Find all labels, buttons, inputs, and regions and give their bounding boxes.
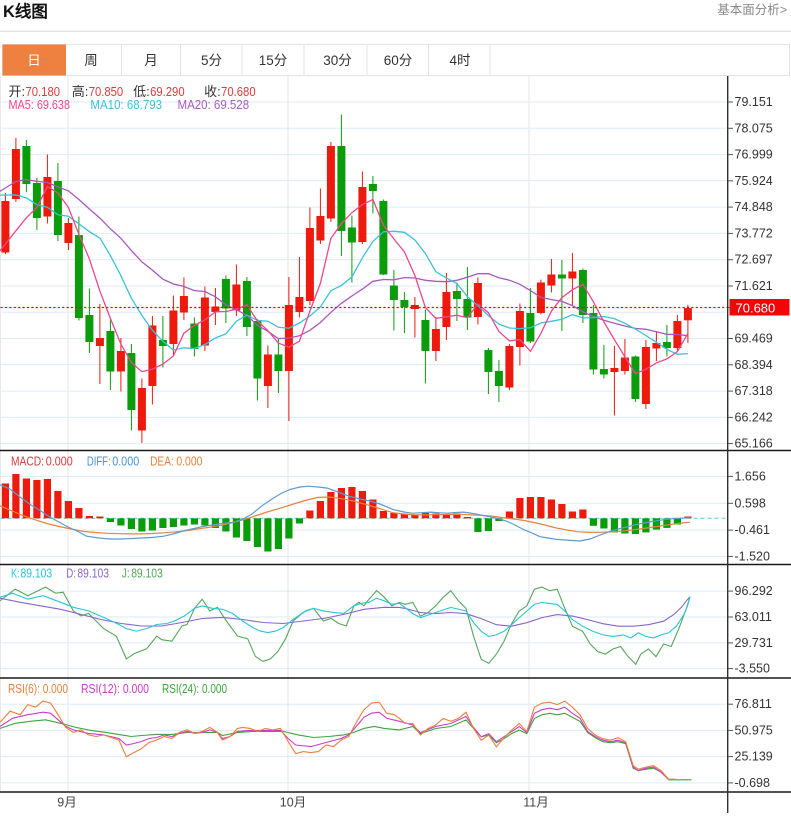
svg-text:-3.550: -3.550: [735, 662, 770, 676]
svg-text:74.848: 74.848: [735, 200, 773, 214]
svg-text:72.697: 72.697: [735, 253, 773, 267]
svg-text:67.318: 67.318: [735, 384, 773, 398]
svg-text:K:: K:: [11, 567, 20, 581]
svg-text:-0.698: -0.698: [735, 776, 770, 790]
svg-text:50.975: 50.975: [735, 723, 773, 737]
svg-text:0.598: 0.598: [735, 496, 766, 510]
svg-text:收:: 收:: [204, 84, 221, 99]
svg-text:89.103: 89.103: [21, 567, 53, 581]
svg-text:MA20: 69.528: MA20: 69.528: [178, 97, 250, 112]
svg-text:开:: 开:: [9, 84, 26, 99]
svg-text:高:: 高:: [72, 84, 89, 99]
svg-text:75.924: 75.924: [735, 174, 773, 188]
svg-text:0.000: 0.000: [176, 455, 202, 469]
svg-text:66.242: 66.242: [735, 410, 773, 424]
svg-text:68.394: 68.394: [735, 358, 773, 372]
svg-text:96.292: 96.292: [735, 584, 773, 598]
svg-text:70.680: 70.680: [221, 84, 256, 99]
svg-text:D:: D:: [66, 567, 76, 581]
svg-text:0.000: 0.000: [112, 455, 139, 469]
svg-text:K线图: K线图: [3, 1, 48, 21]
svg-text:周: 周: [84, 53, 98, 68]
svg-text:30分: 30分: [323, 53, 352, 68]
svg-text:基本面分析>: 基本面分析>: [717, 3, 787, 17]
svg-text:71.621: 71.621: [735, 279, 773, 293]
svg-text:MACD:: MACD:: [11, 455, 44, 469]
svg-text:RSI(24): 0.000: RSI(24): 0.000: [162, 682, 227, 696]
svg-text:RSI(6): 0.000: RSI(6): 0.000: [8, 682, 68, 696]
svg-text:70.850: 70.850: [89, 84, 124, 99]
svg-text:MA5: 69.638: MA5: 69.638: [9, 97, 71, 112]
svg-text:69.290: 69.290: [150, 84, 185, 99]
svg-text:79.151: 79.151: [735, 95, 773, 109]
svg-text:DEA:: DEA:: [150, 455, 174, 469]
svg-text:29.731: 29.731: [735, 636, 773, 650]
svg-text:低:: 低:: [133, 84, 150, 99]
svg-text:89.103: 89.103: [77, 567, 109, 581]
svg-text:月: 月: [144, 53, 158, 68]
svg-text:10月: 10月: [280, 796, 306, 810]
svg-text:70.680: 70.680: [736, 301, 776, 316]
svg-text:25.139: 25.139: [735, 750, 773, 764]
svg-text:73.772: 73.772: [735, 226, 773, 240]
svg-text:日: 日: [27, 53, 41, 68]
svg-text:0.000: 0.000: [46, 455, 73, 469]
svg-text:11月: 11月: [523, 796, 548, 810]
svg-text:5分: 5分: [201, 53, 222, 68]
svg-text:60分: 60分: [384, 53, 413, 68]
svg-text:MA10: 68.793: MA10: 68.793: [90, 97, 162, 112]
svg-text:RSI(12): 0.000: RSI(12): 0.000: [81, 682, 149, 696]
svg-text:69.469: 69.469: [735, 332, 773, 346]
svg-text:70.180: 70.180: [26, 84, 61, 99]
svg-text:15分: 15分: [259, 53, 288, 68]
svg-text:4时: 4时: [449, 53, 470, 68]
svg-text:DIFF:: DIFF:: [87, 455, 111, 469]
svg-text:-1.520: -1.520: [735, 549, 770, 563]
svg-text:9月: 9月: [57, 796, 76, 810]
svg-text:63.011: 63.011: [735, 610, 772, 624]
svg-text:1.656: 1.656: [735, 469, 766, 483]
svg-text:65.166: 65.166: [735, 437, 773, 451]
svg-text:78.075: 78.075: [735, 121, 773, 135]
svg-text:-0.461: -0.461: [735, 523, 770, 537]
svg-text:J:: J:: [122, 567, 130, 581]
svg-text:89.103: 89.103: [131, 567, 163, 581]
svg-text:76.999: 76.999: [735, 148, 773, 162]
svg-text:76.811: 76.811: [735, 697, 772, 711]
